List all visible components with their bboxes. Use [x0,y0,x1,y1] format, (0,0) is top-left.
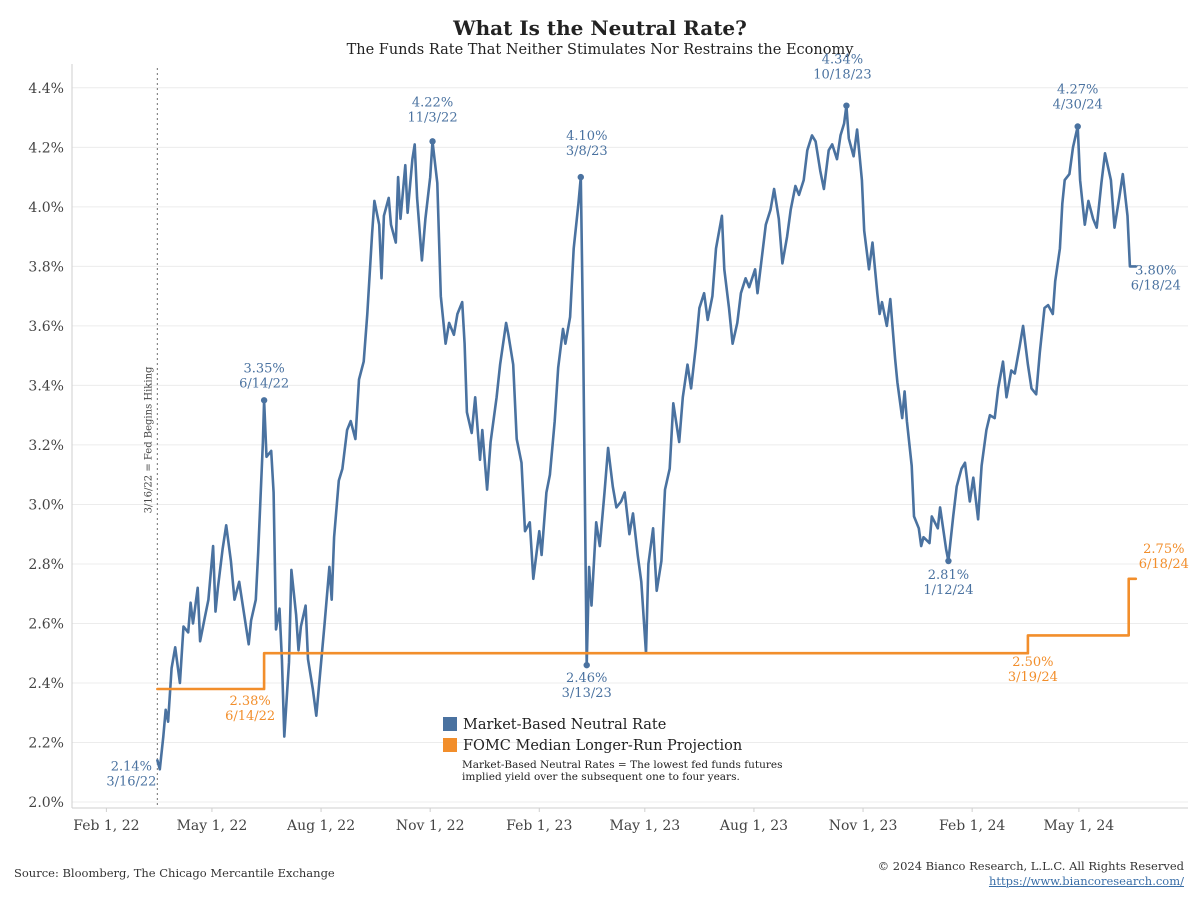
annotation-dot [577,173,584,181]
x-tick-label: Aug 1, 23 [719,818,788,834]
chart-title: What Is the Neutral Rate? [453,16,747,40]
annotation-value-label: 2.75% [1143,542,1184,557]
y-tick-label: 4.2% [28,140,64,156]
copyright-notice: © 2024 Bianco Research, L.L.C. All Right… [877,859,1184,873]
y-tick-label: 3.2% [28,438,64,454]
y-tick-label: 3.8% [28,259,64,275]
fed-hiking-marker-label: 3/16/22 = Fed Begins Hiking [143,366,154,513]
market-neutral-rate-line [156,104,1138,771]
annotation-date-label: 3/13/23 [562,686,612,701]
annotation-date-label: 6/14/22 [225,709,275,724]
annotation-date-label: 6/14/22 [239,376,289,391]
annotation-date-label: 6/18/24 [1139,557,1189,572]
y-tick-label: 3.6% [28,319,64,335]
x-tick-label: May 1, 24 [1044,818,1115,834]
x-tick-label: Aug 1, 22 [286,818,355,834]
x-tick-label: Feb 1, 23 [506,818,572,834]
y-tick-label: 2.4% [28,676,64,692]
y-tick-label: 3.0% [28,497,64,513]
annotation-value-label: 2.50% [1012,655,1053,670]
x-tick-label: Feb 1, 24 [939,818,1005,834]
legend-swatch [443,717,457,731]
x-tick-label: May 1, 23 [609,818,680,834]
annotation-value-label: 3.80% [1135,263,1176,278]
annotation-value-label: 2.81% [928,568,969,583]
annotation-date-label: 11/3/22 [407,110,457,125]
y-tick-label: 3.4% [28,378,64,394]
annotation-value-label: 2.38% [229,694,270,709]
y-tick-label: 2.0% [28,795,64,811]
y-tick-label: 2.2% [28,736,64,752]
annotation-date-label: 3/16/22 [106,774,156,789]
annotation-date-label: 10/18/23 [813,68,871,83]
annotation-date-label: 3/8/23 [566,144,608,159]
y-tick-label: 4.4% [28,81,64,97]
x-tick-label: Nov 1, 23 [829,818,898,834]
annotation-value-label: 4.34% [822,53,863,68]
y-tick-label: 2.8% [28,557,64,573]
annotation-dot [260,397,268,404]
annotation-dot [429,138,436,145]
annotation-dot [1074,123,1081,130]
y-tick-label: 4.0% [28,200,64,216]
source-note: Source: Bloomberg, The Chicago Mercantil… [14,866,335,880]
annotation-value-label: 4.22% [412,95,453,110]
annotation-date-label: 1/12/24 [923,583,973,598]
annotation-date-label: 3/19/24 [1008,670,1058,685]
x-tick-label: May 1, 22 [177,818,248,834]
legend-swatch [443,738,457,752]
website-link[interactable]: https://www.biancoresearch.com/ [988,874,1184,888]
annotation-dot [583,661,590,669]
annotation-date-label: 4/30/24 [1053,97,1103,112]
fomc-projection-line [156,577,1138,691]
annotation-dot [945,557,952,565]
legend-entry: Market-Based Neutral Rate [463,717,666,733]
x-tick-label: Feb 1, 22 [73,818,139,834]
legend-note: Market-Based Neutral Rates = The lowest … [462,759,783,771]
annotation-dot [843,102,850,109]
annotation-date-label: 6/18/24 [1131,278,1181,293]
x-tick-label: Nov 1, 22 [396,818,465,834]
legend-note: implied yield over the subsequent one to… [462,771,740,783]
annotation-value-label: 4.27% [1057,82,1098,97]
annotation-value-label: 4.10% [566,129,607,144]
legend-entry: FOMC Median Longer-Run Projection [463,738,742,754]
annotation-value-label: 2.46% [566,671,607,686]
y-tick-label: 2.6% [28,616,64,632]
chart-subtitle: The Funds Rate That Neither Stimulates N… [346,42,854,58]
annotation-value-label: 2.14% [111,759,152,774]
annotation-value-label: 3.35% [243,361,284,376]
